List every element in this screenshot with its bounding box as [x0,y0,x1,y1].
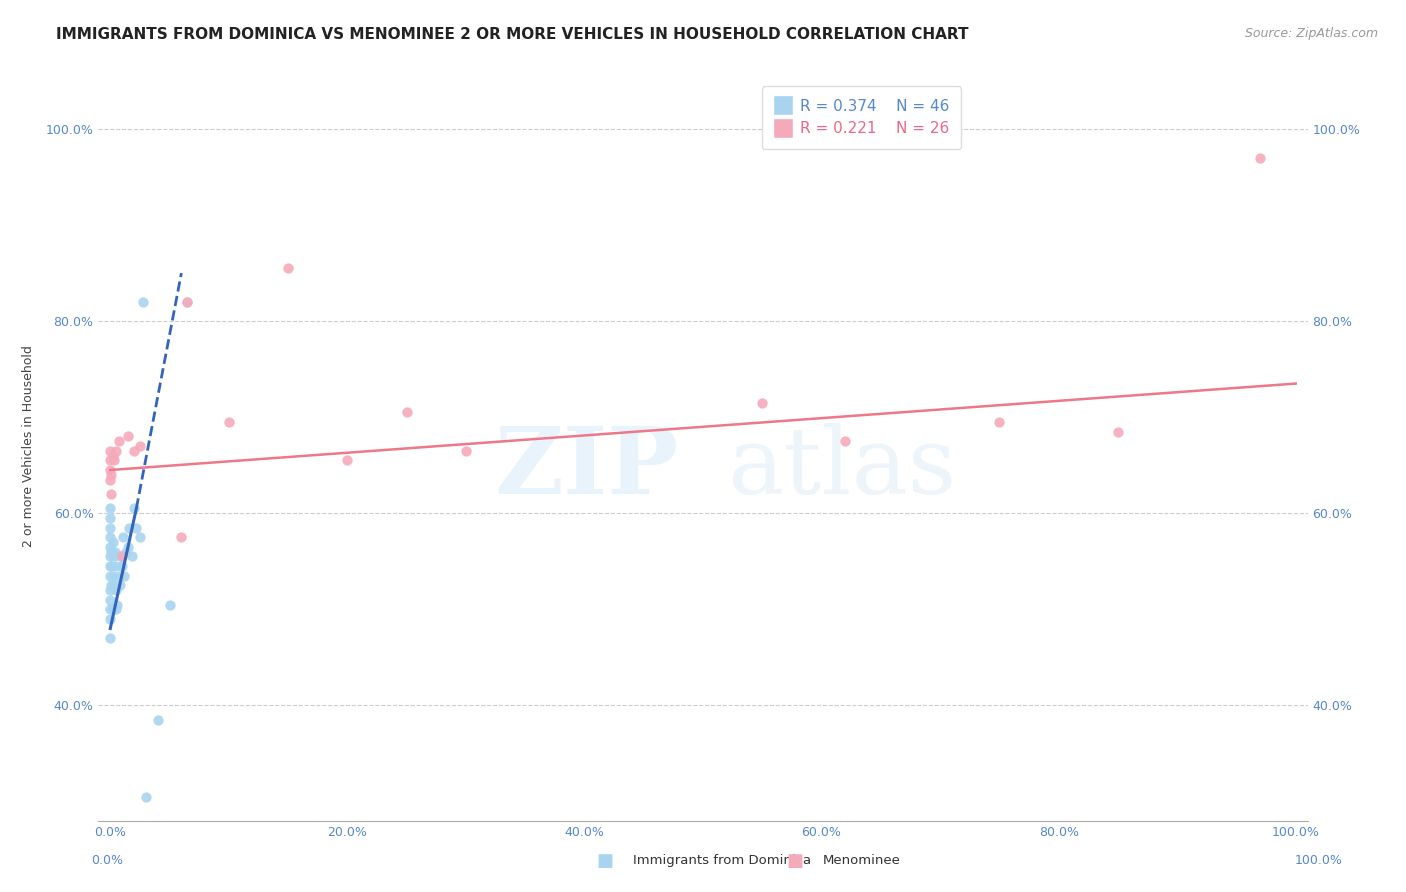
Text: ■: ■ [596,852,613,870]
Point [277,261,299,276]
Point [122,443,145,458]
Point [100,559,122,574]
Text: ■: ■ [786,852,803,870]
Point [98,559,121,574]
Point [146,713,169,727]
Point [108,578,131,592]
Point [98,511,121,525]
Point [125,521,148,535]
Point [104,544,127,558]
Point [118,521,141,535]
Text: ZIP: ZIP [495,424,679,514]
Point [111,559,134,574]
Point [103,549,125,564]
Point [176,294,198,309]
Point [114,544,136,558]
Point [107,434,129,449]
Text: Source: ZipAtlas.com: Source: ZipAtlas.com [1244,27,1378,40]
Point [101,535,124,549]
Point [132,294,155,309]
Text: IMMIGRANTS FROM DOMINICA VS MENOMINEE 2 OR MORE VEHICLES IN HOUSEHOLD CORRELATIO: IMMIGRANTS FROM DOMINICA VS MENOMINEE 2 … [56,27,969,42]
Point [98,463,121,477]
Point [98,501,121,516]
Point [117,540,139,554]
Point [135,789,157,804]
Point [105,443,128,458]
Point [108,549,131,564]
Point [98,453,121,467]
Point [176,294,198,309]
Point [218,415,240,429]
Point [100,544,122,558]
Text: 0.0%: 0.0% [91,855,124,867]
Point [101,602,124,616]
Point [112,530,135,544]
Text: Immigrants from Dominica: Immigrants from Dominica [633,855,811,867]
Point [98,473,121,487]
Point [98,530,121,544]
Point [159,598,181,612]
Point [751,396,773,410]
Point [129,530,152,544]
Point [100,467,122,482]
Point [105,598,128,612]
Point [101,568,124,582]
Point [100,487,122,501]
Legend: R = 0.374    N = 46, R = 0.221    N = 26: R = 0.374 N = 46, R = 0.221 N = 26 [762,87,962,149]
Point [395,405,418,419]
Point [834,434,856,449]
Y-axis label: 2 or more Vehicles in Household: 2 or more Vehicles in Household [21,345,35,547]
Text: 100.0%: 100.0% [1295,855,1343,867]
Point [121,549,143,564]
Point [103,602,125,616]
Point [98,540,121,554]
Point [129,439,152,453]
Point [122,501,145,516]
Point [988,415,1011,429]
Point [98,583,121,598]
Point [103,453,125,467]
Point [98,568,121,582]
Point [104,559,127,574]
Point [98,549,121,564]
Point [100,578,122,592]
Point [110,559,132,574]
Point [98,592,121,607]
Point [98,602,121,616]
Point [170,530,193,544]
Point [107,568,129,582]
Point [98,443,121,458]
Text: Menominee: Menominee [823,855,900,867]
Point [103,578,125,592]
Point [454,443,477,458]
Point [105,602,128,616]
Point [336,453,359,467]
Point [101,449,124,463]
Text: atlas: atlas [727,424,956,514]
Point [1249,151,1271,165]
Point [98,521,121,535]
Point [105,583,128,598]
Point [114,568,136,582]
Point [98,631,121,645]
Point [98,612,121,626]
Point [1107,425,1129,439]
Point [111,549,134,564]
Point [117,429,139,443]
